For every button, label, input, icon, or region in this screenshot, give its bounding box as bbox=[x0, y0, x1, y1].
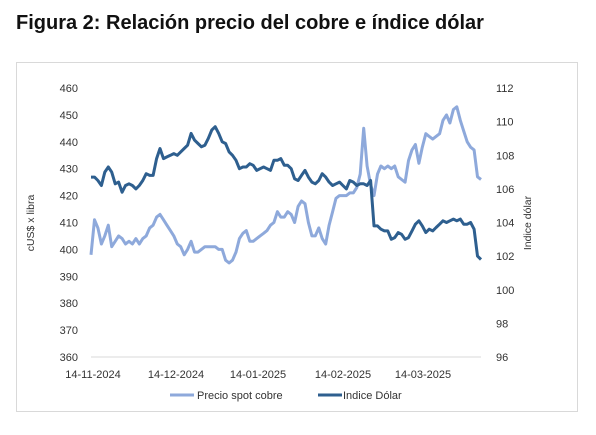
x-tick-label: 14-01-2025 bbox=[230, 369, 286, 381]
x-tick-label: 14-03-2025 bbox=[395, 369, 451, 381]
y2-tick-label: 106 bbox=[496, 184, 514, 196]
y-tick-label: 460 bbox=[60, 83, 78, 95]
y-tick-label: 360 bbox=[60, 352, 78, 364]
y2-tick-label: 96 bbox=[496, 352, 508, 364]
y2-tick-label: 110 bbox=[496, 117, 514, 129]
y2-tick-label: 98 bbox=[496, 318, 508, 330]
legend-label-copper: Precio spot cobre bbox=[197, 390, 283, 402]
y2-tick-label: 104 bbox=[496, 218, 514, 230]
y2-tick-label: 108 bbox=[496, 150, 514, 162]
x-tick-label: 14-02-2025 bbox=[315, 369, 371, 381]
y-tick-label: 390 bbox=[60, 271, 78, 283]
y-tick-label: 410 bbox=[60, 218, 78, 230]
series-line-copper bbox=[89, 105, 482, 265]
legend: Precio spot cobre Indice Dólar bbox=[170, 390, 402, 402]
x-tick-label: 14-11-2024 bbox=[65, 369, 120, 381]
y-tick-label: 420 bbox=[60, 191, 78, 203]
y-tick-label: 440 bbox=[60, 137, 78, 149]
y2-tick-label: 102 bbox=[496, 251, 514, 263]
y2-tick-label: 112 bbox=[496, 83, 514, 95]
series-line-dollar-index bbox=[91, 125, 483, 261]
y-tick-label: 380 bbox=[60, 298, 78, 310]
y-tick-label: 370 bbox=[60, 325, 78, 337]
y2-axis-label: Indice dólar bbox=[522, 195, 534, 250]
y-tick-label: 430 bbox=[60, 164, 78, 176]
figure-title: Figura 2: Relación precio del cobre e ín… bbox=[16, 12, 484, 34]
y-tick-label: 450 bbox=[60, 110, 78, 122]
x-tick-label: 14-12-2024 bbox=[148, 369, 204, 381]
y-tick-label: 400 bbox=[60, 244, 78, 256]
legend-label-dollar-index: Indice Dólar bbox=[343, 390, 402, 402]
y2-tick-label: 100 bbox=[496, 285, 514, 297]
y-axis-label: cUS$ x libra bbox=[25, 195, 37, 252]
